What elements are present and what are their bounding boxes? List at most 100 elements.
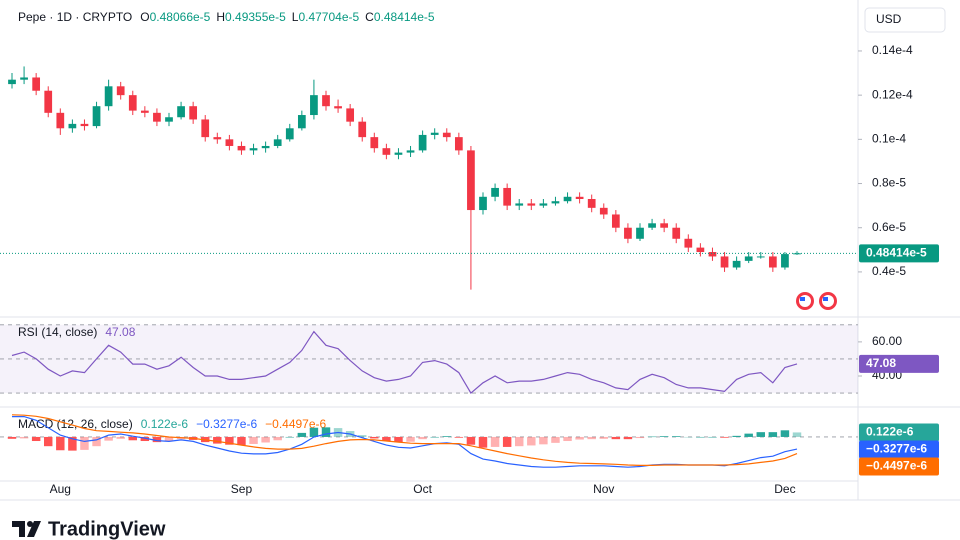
histogram-bar: [611, 436, 621, 440]
logo-text: TradingView: [48, 518, 166, 540]
histogram-bar: [502, 436, 512, 447]
histogram-bar: [527, 436, 536, 446]
candle-body: [454, 137, 463, 151]
histogram-bar: [44, 436, 53, 447]
candle-body: [153, 112, 161, 122]
candle-body: [237, 145, 246, 151]
histogram-bar: [285, 436, 294, 438]
badge-bg: [859, 244, 939, 263]
candle-body: [430, 132, 439, 135]
histogram-bar: [539, 436, 548, 445]
histogram-bar: [780, 430, 790, 437]
candle-body: [503, 187, 512, 206]
histogram-bar: [587, 436, 596, 440]
y-tick-label: 0.8e-5: [872, 176, 906, 190]
y-tick-label: 0.12e-4: [872, 87, 913, 101]
candle-body: [382, 148, 391, 155]
histogram-bar: [68, 436, 77, 451]
histogram-bar: [92, 436, 101, 447]
x-tick-label: Oct: [413, 482, 432, 496]
y-tick-label: 0.6e-5: [872, 220, 906, 234]
histogram-bar: [406, 436, 415, 442]
candle-body: [8, 79, 16, 85]
histogram-bar: [309, 427, 319, 437]
candle-body: [672, 227, 681, 239]
last-value-badge: 47.08: [859, 354, 939, 373]
y-tick-label: 0.14e-4: [872, 43, 913, 57]
histogram-bar: [128, 436, 137, 441]
candle-body: [479, 196, 487, 211]
candle-body: [116, 86, 125, 96]
legend-title: MACD (12, 26, close): [18, 417, 133, 431]
candle-body: [744, 256, 753, 261]
histogram-bar: [394, 436, 403, 443]
candle-body: [140, 110, 149, 113]
legend-value: 0.122e-6: [141, 417, 189, 431]
flag-canton: [823, 297, 828, 301]
candle-body: [104, 86, 113, 107]
legend-title: Pepe · 1D · CRYPTO: [18, 10, 132, 24]
histogram-bar: [225, 436, 234, 445]
last-value-badge: −0.3277e-6: [859, 440, 939, 459]
last-value-badge: 0.122e-6: [859, 423, 939, 442]
candle-body: [599, 207, 608, 215]
badge-text: 0.48414e-5: [866, 245, 927, 259]
candle-body: [575, 196, 584, 199]
legend-key: C: [365, 10, 374, 24]
logo-mark: [12, 521, 41, 537]
histogram-bar: [152, 436, 162, 443]
candle-body: [648, 223, 656, 228]
line-series: [11, 330, 798, 395]
legend-key: O: [140, 10, 149, 24]
y-tick-label: 0.4e-5: [872, 264, 906, 278]
candle-body: [624, 227, 632, 239]
badge-bg: [859, 423, 939, 442]
histogram-bar: [684, 436, 693, 438]
histogram-bar: [744, 433, 753, 437]
candle-body: [563, 196, 572, 202]
histogram-bar: [635, 436, 645, 439]
histogram-bar: [19, 436, 29, 439]
histogram-bar: [756, 432, 765, 437]
histogram-bar: [164, 436, 174, 442]
badge-text: 47.08: [866, 356, 896, 370]
candle-body: [418, 134, 427, 151]
legend: Pepe · 1D · CRYPTO O0.48066e-5 H0.49355e-5…: [18, 10, 435, 24]
logo-shape: [27, 521, 33, 527]
last-price-badge: 0.48414e-5: [859, 244, 939, 263]
legend-value: 0.48066e-5: [150, 10, 211, 24]
candle-body: [44, 90, 53, 113]
candle-body: [80, 123, 89, 127]
candle-body: [708, 252, 717, 257]
candle-body: [358, 121, 367, 138]
histogram-bar: [563, 436, 572, 442]
badge-bg: [859, 354, 939, 373]
histogram-bar: [454, 436, 464, 438]
candle-body: [165, 117, 173, 122]
histogram-bar: [647, 436, 657, 438]
candle-body: [249, 148, 258, 151]
currency-button[interactable]: [864, 7, 946, 33]
legend-value: −0.3277e-6: [196, 417, 257, 431]
candle-body: [781, 254, 789, 268]
event-flags[interactable]: [796, 292, 837, 310]
candle-body: [660, 223, 669, 228]
histogram-bar: [358, 435, 367, 437]
candle-body: [177, 106, 185, 118]
legend: MACD (12, 26, close) 0.122e-6 −0.3277e-6 −0…: [18, 417, 327, 431]
badge-text: 0.122e-6: [866, 425, 914, 439]
x-tick-label: Nov: [593, 482, 614, 496]
candle-body: [551, 201, 560, 204]
legend-title: RSI (14, close): [18, 325, 97, 339]
last-value-badge: −0.4497e-6: [859, 457, 939, 476]
candle-body: [406, 150, 415, 153]
histogram-bar: [7, 436, 17, 439]
histogram-bar: [430, 436, 439, 438]
histogram-bar: [466, 436, 476, 445]
candle-body: [56, 112, 65, 129]
candle-body: [696, 247, 705, 253]
candle-body: [720, 256, 729, 268]
candle-body: [442, 132, 451, 138]
histogram-bar: [515, 436, 524, 447]
